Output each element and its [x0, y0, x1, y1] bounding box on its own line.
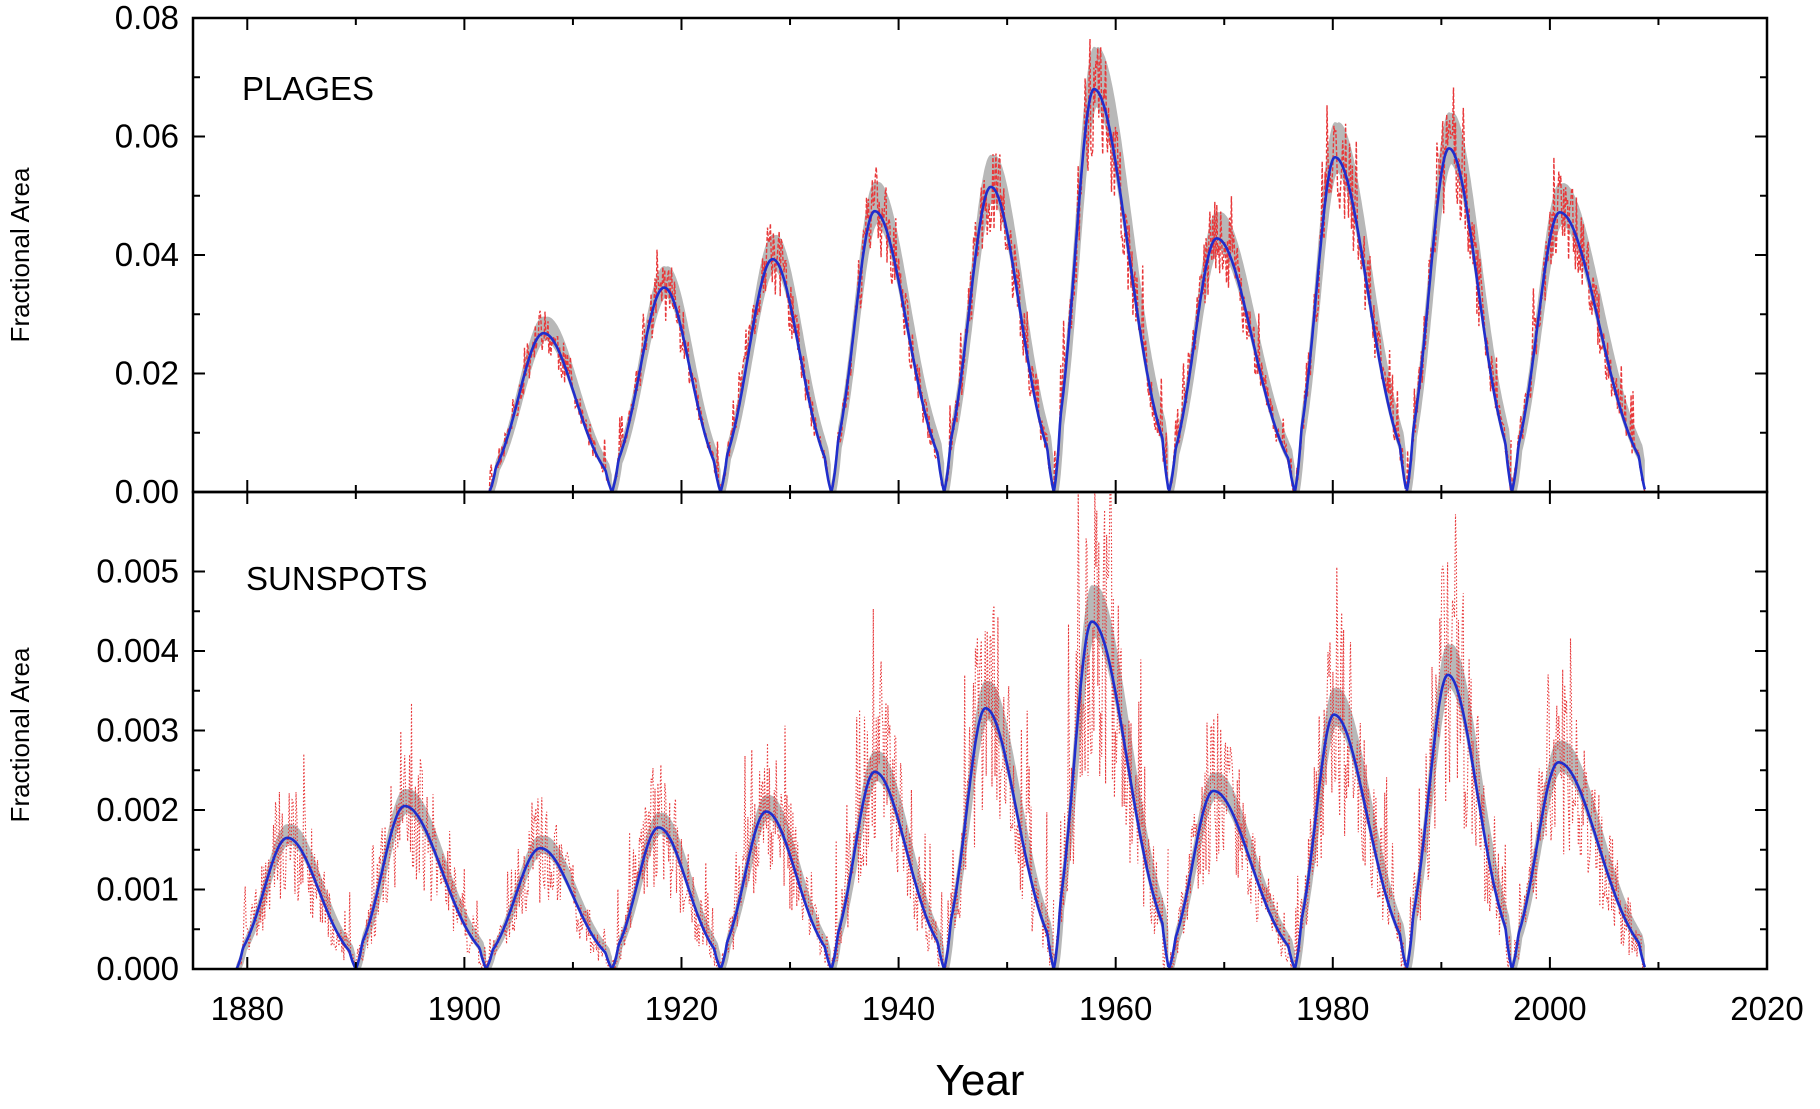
- uncertainty-band-cycle-7: [1168, 211, 1295, 492]
- y-tick-label: 0.003: [96, 712, 179, 749]
- y-tick-label: 0.002: [96, 791, 179, 828]
- uncertainty-band-cycle-12: [1511, 740, 1645, 969]
- y-tick-label: 0.04: [115, 236, 179, 273]
- observed-line-cycle-3: [485, 797, 612, 969]
- y-tick-label: 0.004: [96, 632, 179, 669]
- plages-y-axis-title: Fractional Area: [5, 167, 35, 342]
- x-tick-label: 1940: [862, 990, 935, 1027]
- fit-line-cycle-11: [1405, 673, 1513, 969]
- fit-line-cycle-4: [610, 826, 722, 969]
- observed-line-cycle-9: [1405, 87, 1512, 492]
- fit-line-cycle-9: [1167, 789, 1297, 969]
- observed-line-cycle-7: [943, 605, 1055, 969]
- uncertainty-band-cycle-1: [236, 824, 356, 969]
- observed-line-cycle-4: [611, 764, 722, 969]
- x-tick-label: 1880: [211, 990, 284, 1027]
- x-tick-label: 1960: [1079, 990, 1152, 1027]
- uncertainty-band-cycle-10: [1511, 183, 1645, 492]
- fit-line-cycle-7: [1167, 237, 1297, 492]
- uncertainty-band-cycle-6: [1053, 46, 1169, 492]
- observed-line-cycle-1: [236, 753, 357, 969]
- fit-line-cycle-4: [830, 209, 946, 492]
- observed-line-cycle-2: [355, 703, 487, 969]
- uncertainty-band-cycle-9: [1168, 772, 1295, 969]
- uncertainty-band-cycle-2: [612, 266, 721, 492]
- uncertainty-band-cycle-4: [612, 812, 721, 969]
- sunspots-panel-label: SUNSPOTS: [246, 560, 428, 597]
- x-tick-label: 1900: [428, 990, 501, 1027]
- fit-line-cycle-2: [610, 286, 722, 492]
- y-tick-label: 0.001: [96, 871, 179, 908]
- observed-line-cycle-5: [720, 725, 831, 969]
- uncertainty-band-cycle-10: [1294, 687, 1406, 969]
- sunspots-observed-series: [236, 492, 1646, 969]
- plages-fit-series: [488, 87, 1647, 492]
- x-tick-label: 1980: [1296, 990, 1369, 1027]
- x-axis-title: Year: [936, 1056, 1025, 1105]
- fit-line-cycle-9: [1405, 147, 1513, 492]
- x-tick-label: 2000: [1513, 990, 1586, 1027]
- fit-line-cycle-2: [354, 804, 488, 969]
- fit-line-cycle-6: [830, 770, 946, 969]
- plages-panel: 0.00 0.02 0.04 0.06 0.08 PLAGES Fractional A…: [5, 0, 1769, 510]
- uncertainty-band-cycle-4: [831, 181, 945, 492]
- observed-line-cycle-2: [611, 249, 722, 492]
- sunspots-y-axis-title: Fractional Area: [5, 647, 35, 822]
- fit-line-cycle-3: [719, 257, 833, 492]
- fit-line-cycle-8: [1052, 620, 1170, 969]
- y-tick-label: 0.000: [96, 950, 179, 987]
- fit-line-cycle-1: [488, 331, 613, 492]
- fit-line-cycle-5: [719, 810, 833, 969]
- uncertainty-band-cycle-2: [355, 788, 487, 969]
- observed-line-cycle-10: [1511, 157, 1646, 492]
- sunspots-axes: 0.000 0.001 0.002 0.003 0.004 0.005: [96, 490, 1769, 987]
- x-tick-label: 2020: [1730, 990, 1803, 1027]
- fit-line-cycle-3: [484, 846, 614, 969]
- x-tick-labels: 1880 1900 1920 1940 1960 1980 2000 2020: [211, 990, 1804, 1027]
- observed-line-cycle-6: [830, 608, 945, 969]
- fit-line-cycle-6: [1052, 87, 1170, 492]
- fit-line-cycle-5: [942, 185, 1055, 492]
- fit-line-cycle-1: [235, 836, 357, 969]
- y-tick-label: 0.08: [115, 0, 179, 36]
- observed-line-cycle-3: [719, 223, 832, 492]
- observed-line-cycle-8: [1294, 105, 1407, 492]
- plages-observed-series: [488, 38, 1646, 492]
- fit-line-cycle-10: [1510, 211, 1647, 492]
- fit-line-cycle-7: [942, 706, 1055, 969]
- observed-line-cycle-5: [943, 153, 1055, 492]
- uncertainty-band-cycle-3: [720, 234, 831, 492]
- observed-line-cycle-10: [1294, 567, 1407, 969]
- observed-line-cycle-11: [1406, 514, 1512, 969]
- y-tick-label: 0.02: [115, 355, 179, 392]
- y-tick-label: 0.005: [96, 553, 179, 590]
- x-tick-label: 1920: [645, 990, 718, 1027]
- sunspots-fit-series: [235, 620, 1647, 969]
- y-tick-label: 0.00: [115, 473, 179, 510]
- fit-line-cycle-8: [1293, 156, 1408, 492]
- y-tick-label: 0.06: [115, 118, 179, 155]
- plages-panel-label: PLAGES: [242, 70, 374, 107]
- fit-line-cycle-12: [1510, 760, 1647, 969]
- sunspots-uncertainty-band: [236, 585, 1645, 969]
- uncertainty-band-cycle-3: [486, 835, 612, 969]
- observed-line-cycle-9: [1168, 713, 1295, 969]
- fit-line-cycle-10: [1293, 713, 1408, 969]
- uncertainty-band-cycle-5: [944, 154, 1054, 492]
